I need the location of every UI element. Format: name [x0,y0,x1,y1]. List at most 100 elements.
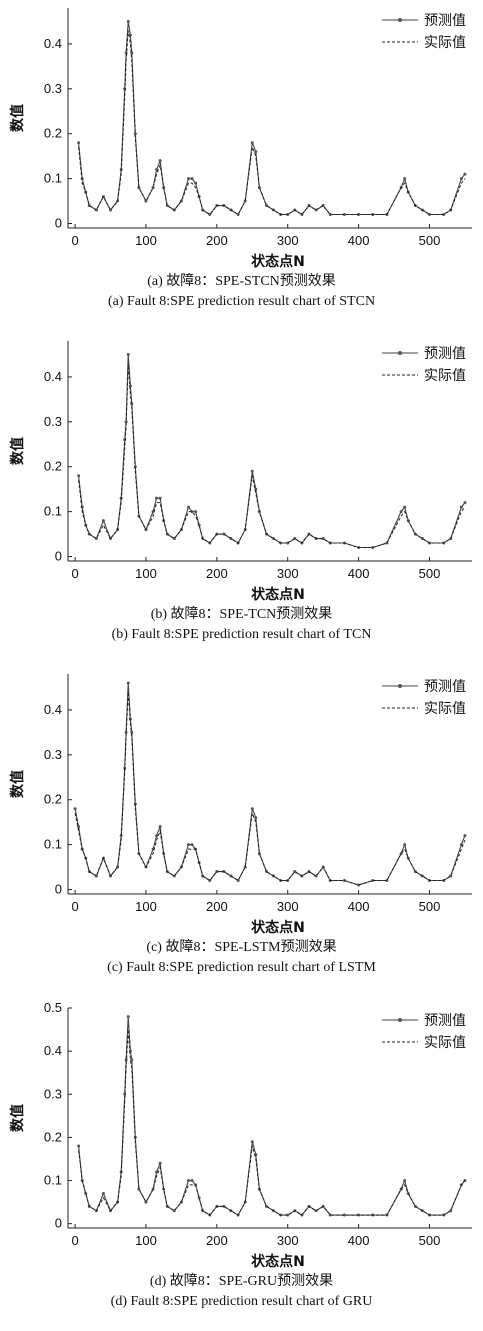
x-tick-label: 500 [419,1233,441,1248]
series-predicted-point [158,159,162,163]
series-predicted-point [84,1191,88,1195]
y-tick-label: 0 [55,1216,62,1231]
y-tick-label: 0.3 [44,1086,62,1101]
legend-actual-label: 实际值 [424,368,466,384]
series-predicted-point [194,181,198,185]
caption-cn-gru: (d) 故障8：SPE-GRU预测效果 [149,1274,334,1289]
series-predicted-point [155,168,159,172]
series-predicted-point [442,213,446,217]
legend-predicted-marker [398,684,402,688]
series-predicted-point [124,730,128,734]
chart-svg-stcn: 0 0.1 0.2 0.3 0.4 0 100 200 300 400 500 状态点N 数值 预测值实际… [9,8,472,270]
y-tick-label: 0.1 [44,171,62,186]
series-predicted-point [137,186,141,190]
x-tick-label: 300 [277,233,299,248]
y-tick-label: 0.5 [44,1000,62,1015]
series-predicted-point [254,150,258,154]
series-predicted-point [403,177,407,181]
y-axis-label: 数值 [9,104,26,132]
series-predicted-point [155,1170,159,1174]
x-tick-label: 400 [348,566,370,581]
chart-panel-stcn: 0 0.1 0.2 0.3 0.4 0 100 200 300 400 500 状态点N 数值 预测值 实际… [0,0,483,330]
chart-panel-lstm: 0 0.1 0.2 0.3 0.4 0 100 200 300 400 500 状态点N 数值 预测值 实际… [0,666,483,996]
y-tick-label: 0.2 [44,126,62,141]
series-predicted-point [158,496,162,500]
x-axis-label: 状态点N [251,586,305,603]
series-predicted-point [73,807,77,811]
caption-en-lstm: (c) Fault 8:SPE prediction result chart … [107,960,376,975]
series-predicted-point [158,1161,162,1165]
series-predicted-point [342,1213,346,1217]
series-actual-line [78,1029,466,1216]
series-predicted-point [77,1144,81,1148]
legend-predicted-marker [398,18,402,22]
x-tick-label: 200 [206,1233,228,1248]
series-predicted-point [124,1058,128,1062]
x-tick-label: 200 [206,899,228,914]
series-predicted-point [137,1187,141,1191]
series-predicted-point [186,843,190,847]
y-tick-label: 0.4 [44,1043,62,1058]
y-tick-label: 0 [55,216,62,231]
series-predicted-point [133,132,137,136]
series-predicted-point [126,19,130,23]
chart-svg-tcn: 0 0.1 0.2 0.3 0.4 0 100 200 300 400 500 状态点N 数值 预测值实际… [9,341,472,603]
x-tick-label: 100 [135,566,157,581]
series-predicted-point [116,199,120,203]
y-tick-label: 0.3 [44,414,62,429]
series-predicted-point [190,510,194,514]
legend-actual-label: 实际值 [424,1035,466,1051]
series-predicted-point [250,1140,254,1144]
series-predicted-point [250,141,254,145]
x-tick-label: 500 [419,899,441,914]
series-predicted-point [77,141,81,145]
series-predicted-point [190,843,194,847]
x-axis-label: 状态点N [251,253,305,270]
series-predicted-point [155,834,159,838]
series-predicted-point [328,213,332,217]
series-actual-line [78,363,466,548]
caption-cn-tcn: (b) 故障8：SPE-TCN预测效果 [150,607,333,622]
series-predicted-point [463,172,467,176]
series-predicted-point [151,510,155,514]
x-tick-label: 0 [71,566,78,581]
series-predicted-point [101,1191,105,1195]
series-predicted-point [321,537,325,541]
y-tick-label: 0.3 [44,747,62,762]
series-predicted-point [124,51,128,55]
chart-panel-gru: 0 0.1 0.2 0.3 0.4 0.5 0 100 200 300 400 500 状态点N 数值 预测… [0,1000,483,1331]
y-tick-label: 0.4 [44,36,62,51]
legend-actual-label: 实际值 [424,701,466,717]
series-predicted-point [124,420,128,424]
series-predicted-point [250,807,254,811]
series-predicted-point [77,825,81,829]
y-axis-label: 数值 [9,770,26,798]
x-tick-label: 300 [277,899,299,914]
series-predicted-point [126,352,130,356]
series-predicted-point [463,834,467,838]
series-predicted-point [459,177,463,181]
chart-panel-tcn: 0 0.1 0.2 0.3 0.4 0 100 200 300 400 500 状态点N 数值 预测值 实际… [0,333,483,663]
x-tick-label: 200 [206,233,228,248]
caption-cn-stcn: (a) 故障8：SPE-STCN预测效果 [147,274,336,289]
chart-svg-gru: 0 0.1 0.2 0.3 0.4 0.5 0 100 200 300 400 500 状态点N 数值 预测… [9,1000,472,1270]
series-predicted-point [101,519,105,523]
legend-actual-label: 实际值 [424,35,466,51]
series-predicted-point [190,1179,194,1183]
y-axis-label: 数值 [9,1104,26,1132]
series-predicted-point [190,177,194,181]
series-predicted-point [459,505,463,509]
series-predicted-point [128,384,132,388]
x-tick-label: 500 [419,233,441,248]
series-predicted-point [399,510,403,514]
x-axis-label: 状态点N [251,1253,305,1270]
series-predicted-point [77,474,81,478]
series-predicted-point [158,825,162,829]
x-tick-label: 0 [71,233,78,248]
x-tick-label: 0 [71,1233,78,1248]
y-tick-label: 0.2 [44,1129,62,1144]
x-tick-label: 100 [135,899,157,914]
series-predicted-point [243,199,247,203]
y-tick-label: 0.4 [44,369,62,384]
series-predicted-line [78,354,466,549]
